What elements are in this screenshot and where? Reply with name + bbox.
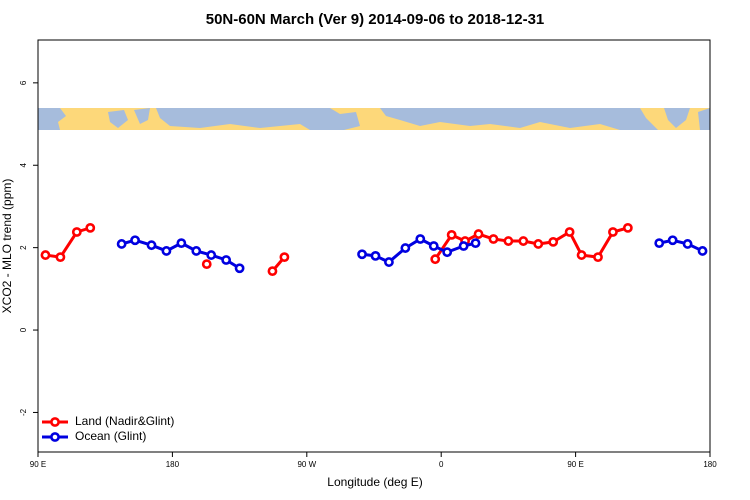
point xyxy=(667,235,678,246)
y-tick-label: 6 xyxy=(19,80,28,85)
x-tick-label: 180 xyxy=(166,460,180,469)
point xyxy=(221,255,232,265)
point xyxy=(622,222,633,233)
point xyxy=(116,239,127,249)
point xyxy=(234,263,245,274)
y-tick-label: 2 xyxy=(19,245,28,250)
point xyxy=(533,239,544,249)
x-axis-label: Longitude (deg E) xyxy=(327,475,422,489)
legend-label: Ocean (Glint) xyxy=(75,429,146,443)
point xyxy=(267,266,278,277)
chart-title: 50N-60N March (Ver 9) 2014-09-06 to 2018… xyxy=(206,11,545,28)
point xyxy=(400,243,411,253)
point xyxy=(576,250,587,260)
point xyxy=(548,236,559,247)
series-line xyxy=(45,226,629,273)
point xyxy=(470,238,481,249)
point xyxy=(370,250,381,261)
y-tick-label: -2 xyxy=(19,408,28,416)
y-tick-label: 4 xyxy=(19,162,28,167)
point xyxy=(458,241,469,251)
legend-label: Land (Nadir&Glint) xyxy=(75,414,174,428)
x-tick-label: 90 E xyxy=(30,460,46,469)
x-tick-label: 180 xyxy=(703,460,717,469)
point xyxy=(446,229,457,240)
point xyxy=(357,249,367,260)
point xyxy=(428,241,439,251)
x-tick-label: 0 xyxy=(439,460,444,469)
point xyxy=(442,247,453,258)
point xyxy=(430,254,441,265)
x-tick-label: 90 W xyxy=(297,460,316,469)
point xyxy=(488,234,499,244)
point xyxy=(176,238,187,249)
point xyxy=(146,240,157,251)
point xyxy=(384,257,394,267)
point xyxy=(71,227,82,237)
legend-marker xyxy=(50,432,60,442)
point xyxy=(55,252,66,263)
point xyxy=(85,222,96,233)
y-tick-label: 0 xyxy=(19,327,28,332)
y-axis-label: XCO2 - MLO trend (ppm) xyxy=(0,179,14,314)
point xyxy=(697,246,708,256)
plot-frame xyxy=(37,39,711,453)
point xyxy=(40,250,51,260)
point xyxy=(518,236,529,246)
point xyxy=(206,250,217,260)
point xyxy=(608,227,618,237)
point xyxy=(503,236,514,246)
legend-marker xyxy=(50,417,60,427)
point xyxy=(593,252,603,263)
point xyxy=(682,239,693,249)
map-strip xyxy=(38,108,710,130)
x-tick-label: 90 E xyxy=(567,460,583,469)
point xyxy=(473,229,484,239)
point xyxy=(564,227,575,237)
point xyxy=(415,234,426,244)
point xyxy=(654,238,665,249)
point xyxy=(130,235,140,246)
point xyxy=(191,246,202,256)
point xyxy=(201,259,212,270)
point xyxy=(279,252,290,263)
point xyxy=(161,246,172,256)
